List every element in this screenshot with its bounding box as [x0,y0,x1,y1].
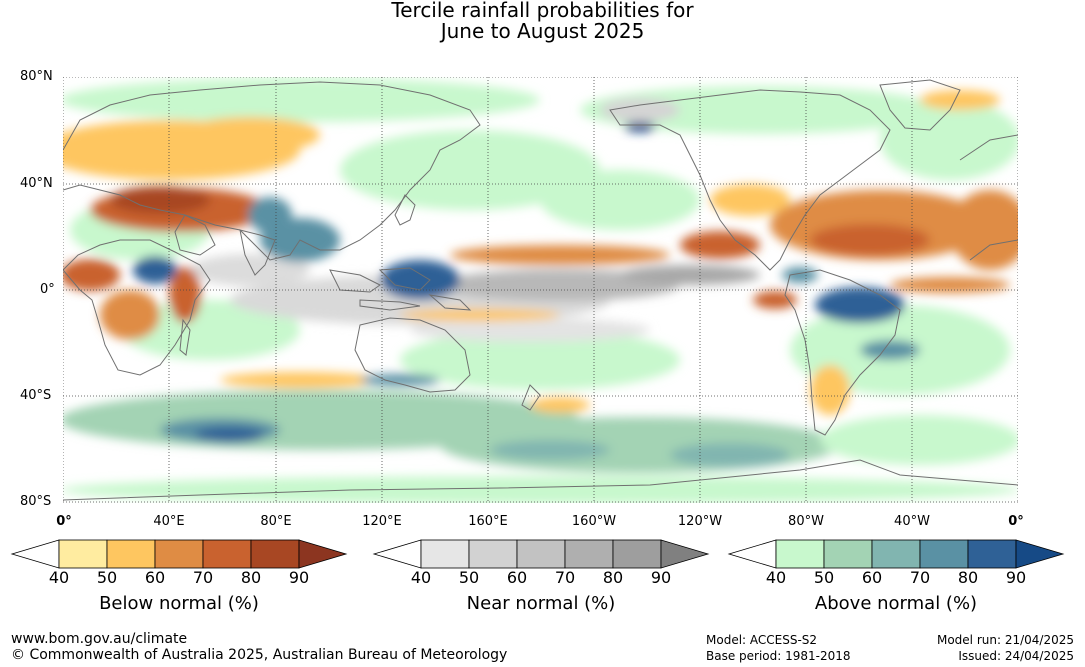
legend-above-tick: 70 [909,568,931,587]
legend-below-swatch [106,539,156,569]
lon-label-160w: 160°W [571,514,617,529]
lon-label-120w: 120°W [677,514,723,529]
legend-colorbars [10,539,1065,569]
legend-below-swatch [58,539,108,569]
legend-near-title: Near normal (%) [466,593,616,614]
legend-above-swatch [871,539,921,569]
legend-near-tick: 50 [458,568,480,587]
legend-above-swatch [823,539,873,569]
map-title-line1: Tercile rainfall probabilities for [391,0,694,22]
legend-below-tick: 60 [144,568,166,587]
legend-above-swatch [775,539,825,569]
lat-label-80n: 80°N [20,69,53,84]
footer-base-period: Base period: 1981-2018 [706,649,851,663]
legend-above-tick: 50 [813,568,835,587]
lon-label-160e: 160°E [468,514,508,529]
footer-issued: Issued: 24/04/2025 [958,649,1074,663]
lon-label-120e: 120°E [362,514,402,529]
legend-near-high-arrow [660,539,710,569]
legend-above-tick: 80 [957,568,979,587]
legend-above-tick: 40 [765,568,787,587]
legend-above-swatch [967,539,1017,569]
footer-website: www.bom.gov.au/climate [11,631,188,647]
footer-copyright: © Commonwealth of Australia 2025, Austra… [11,647,508,663]
legend-near-swatch [612,539,662,569]
lon-label-80e: 80°E [260,514,292,529]
lat-label-equator: 0° [40,282,55,297]
legend-below-tick: 80 [240,568,262,587]
legend-below-swatch [154,539,204,569]
legend-below-tick: 70 [192,568,214,587]
lon-label-40w: 40°W [894,514,930,529]
lat-label-80s: 80°S [20,494,52,509]
legend-below-high-arrow [298,539,348,569]
legend-below-low-arrow [10,539,60,569]
legend-near-tick: 70 [554,568,576,587]
legend-above-tick: 90 [1005,568,1027,587]
legend-below-title: Below normal (%) [99,593,259,614]
footer-model: Model: ACCESS-S2 [706,633,818,647]
coastlines [63,79,1018,501]
legend-above-swatch [919,539,969,569]
legend-near-swatch [564,539,614,569]
legend-above-low-arrow [727,539,777,569]
legend-near-swatch [516,539,566,569]
legend-near-swatch [468,539,518,569]
lon-label-80w: 80°W [788,514,824,529]
legend-above-title: Above normal (%) [814,593,978,614]
legend-above-high-arrow [1015,539,1065,569]
lon-label-0-left: 0° [56,514,72,529]
legend-near-swatch [420,539,470,569]
probability-fields [63,78,1018,503]
legend-below-swatch [202,539,252,569]
legend-near-low-arrow [372,539,422,569]
legend-below-tick: 50 [96,568,118,587]
legend-near-tick: 90 [650,568,672,587]
footer-model-run: Model run: 21/04/2025 [936,633,1074,647]
legend-near-tick: 60 [506,568,528,587]
graticule [63,77,1018,503]
map-panel [63,77,1018,503]
lat-label-40n: 40°N [20,176,53,191]
legend-above-tick: 60 [861,568,883,587]
lon-label-0-right: 0° [1008,514,1024,529]
lon-label-40e: 40°E [153,514,185,529]
map-title-line2: June to August 2025 [440,19,645,43]
legend-below-tick: 40 [48,568,70,587]
lat-label-40s: 40°S [20,388,52,403]
legend-below-swatch [250,539,300,569]
legend-near-tick: 80 [602,568,624,587]
legend-near-tick: 40 [410,568,432,587]
legend-below-tick: 90 [288,568,310,587]
